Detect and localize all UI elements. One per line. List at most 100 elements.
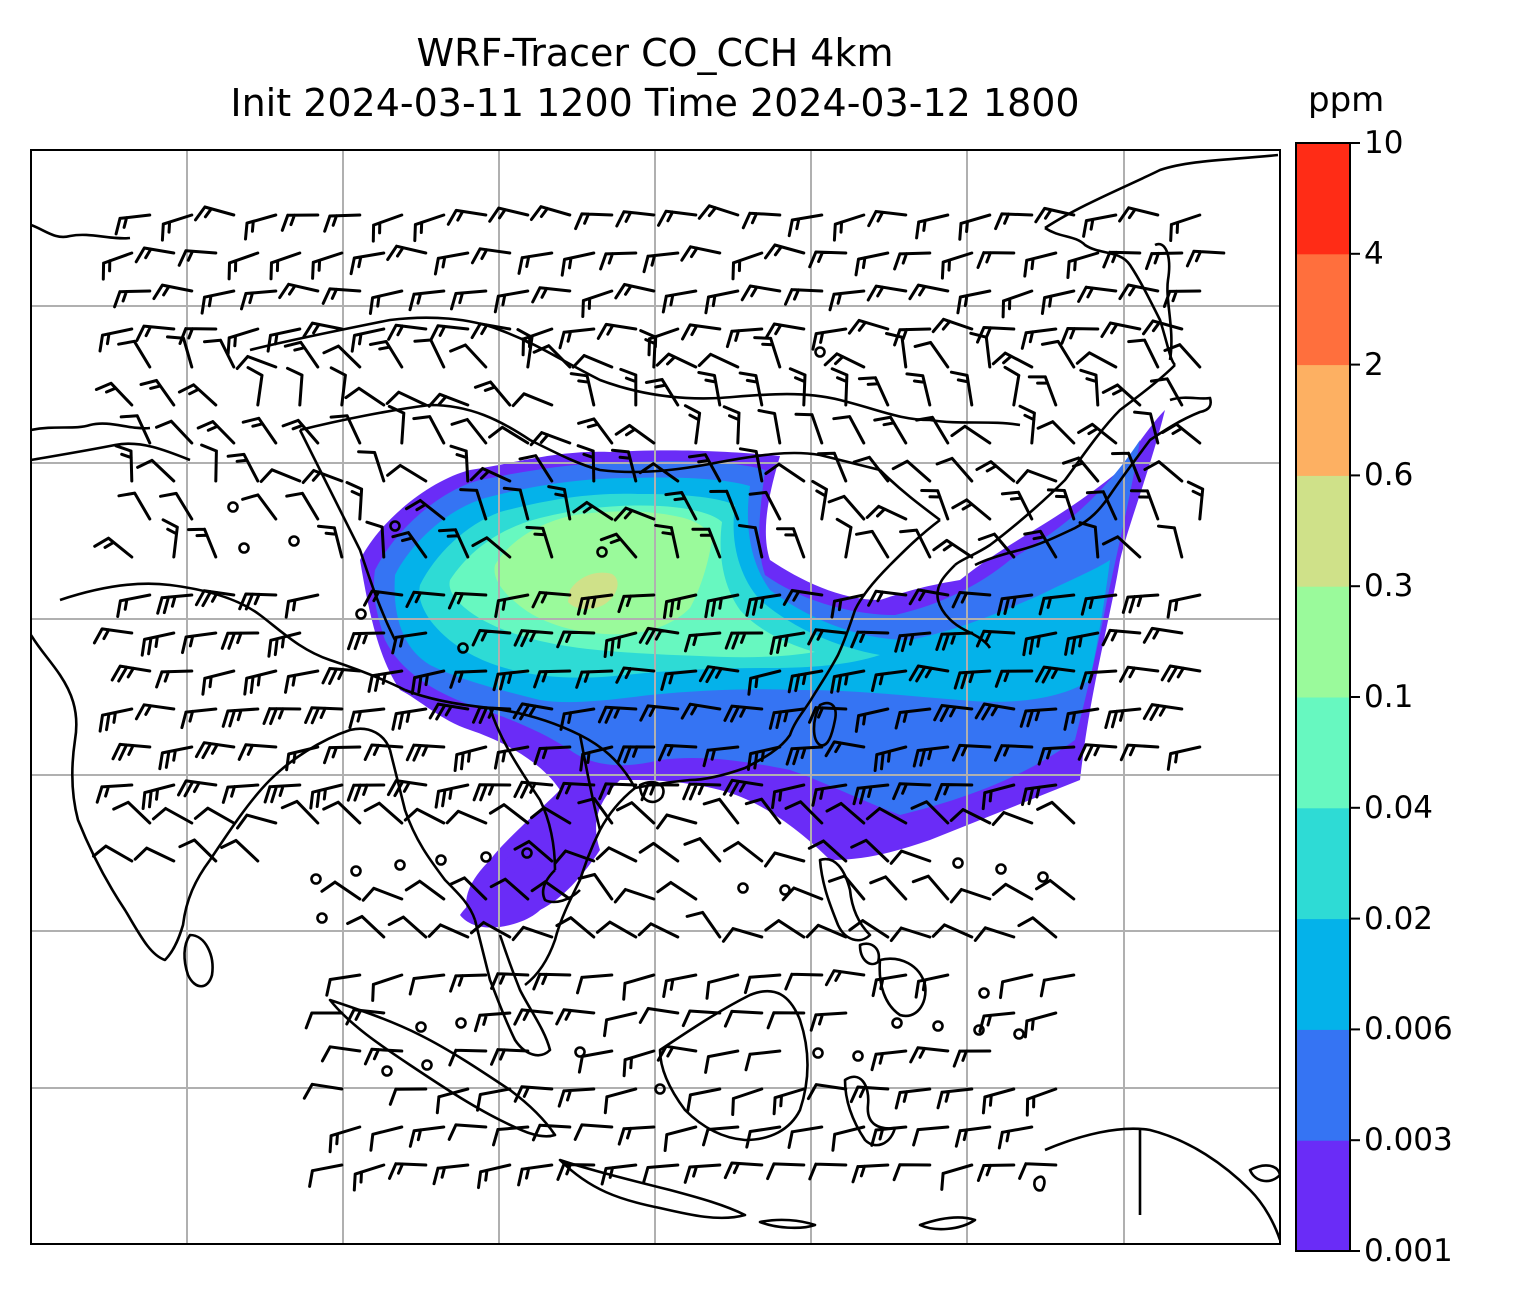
- wind-barb: [1019, 707, 1058, 728]
- wind-barb: [576, 973, 614, 995]
- wind-barb: [697, 371, 722, 407]
- wind-barb: [94, 381, 134, 407]
- wind-barb: [368, 289, 404, 315]
- wind-barb: [686, 1087, 722, 1113]
- wind-barb: [388, 1087, 428, 1106]
- wind-barb: [323, 745, 362, 765]
- wind-barb-calm: [574, 1046, 586, 1058]
- wind-barb: [855, 529, 890, 559]
- wind-barb: [953, 669, 992, 690]
- wind-barb: [1022, 631, 1058, 657]
- wind-barb: [203, 338, 236, 369]
- wind-barb-calm: [238, 542, 250, 554]
- wind-barb: [787, 669, 824, 694]
- wind-barb: [617, 1125, 656, 1146]
- map-title-line2: Init 2024-03-11 1200 Time 2024-03-12 180…: [230, 81, 1080, 125]
- wind-barb: [429, 324, 470, 342]
- wind-barb: [622, 1049, 656, 1078]
- wind-barb: [787, 213, 824, 238]
- wind-barb: [387, 915, 428, 939]
- wind-barb: [113, 289, 152, 309]
- wind-barb: [471, 536, 512, 559]
- wind-barb: [738, 447, 764, 483]
- colorbar-tick-label: 10: [1364, 125, 1404, 161]
- wind-barb-calm: [812, 1047, 824, 1059]
- wind-barb: [723, 841, 764, 863]
- wind-barb: [940, 1163, 974, 1191]
- wind-barb: [994, 212, 1034, 231]
- wind-barb: [98, 707, 134, 733]
- wind-barb: [912, 745, 950, 768]
- wind-barb: [511, 392, 554, 408]
- wind-barb: [824, 969, 866, 987]
- wind-barb: [908, 664, 950, 683]
- wind-barb: [571, 354, 614, 369]
- wind-barb: [722, 405, 741, 445]
- wind-barb: [438, 528, 470, 559]
- wind-barb: [949, 808, 992, 825]
- wind-barb: [246, 366, 264, 407]
- wind-barb: [1066, 251, 1100, 279]
- wind-barb: [807, 628, 848, 646]
- wind-barb: [556, 1163, 596, 1181]
- wind-barb: [243, 669, 278, 696]
- wind-barb: [385, 390, 428, 407]
- wind-barb: [825, 802, 866, 825]
- wind-barb: [516, 328, 534, 369]
- wind-barb: [788, 367, 807, 407]
- wind-barb: [284, 593, 320, 619]
- wind-barb: [1001, 289, 1034, 319]
- wind-barb: [705, 973, 740, 1000]
- wind-barb: [910, 800, 950, 825]
- wind-barb: [655, 352, 698, 369]
- wind-barb: [412, 415, 446, 445]
- wind-barb: [740, 284, 782, 302]
- wind-barb: [951, 591, 992, 609]
- wind-barb: [278, 282, 320, 300]
- wind-barb: [723, 1009, 764, 1028]
- wind-barb: [1079, 669, 1118, 690]
- wind-barb: [427, 923, 470, 939]
- wind-barb: [577, 873, 614, 901]
- wind-barb: [935, 631, 974, 651]
- wind-barb: [683, 404, 702, 445]
- wind-barbs: [92, 204, 1226, 1192]
- wind-barb: [180, 707, 218, 730]
- wind-barb: [133, 846, 176, 863]
- wind-barb: [493, 289, 530, 314]
- wind-barb: [259, 468, 302, 483]
- colorbar-tick-label: 2: [1364, 346, 1384, 383]
- wind-barb: [662, 973, 698, 998]
- wind-barb: [119, 414, 152, 445]
- wind-barb: [1021, 783, 1058, 807]
- wind-barb: [744, 1049, 782, 1072]
- wind-barb: [1111, 451, 1142, 483]
- wind-barb: [746, 745, 782, 771]
- wind-barb: [240, 289, 278, 311]
- wind-barb-calm: [310, 873, 322, 885]
- wind-barb: [470, 247, 512, 265]
- wind-barb: [808, 1162, 848, 1181]
- wind-barb: [747, 669, 782, 696]
- wind-barb: [784, 800, 824, 825]
- wind-barb: [284, 669, 320, 694]
- wind-barb: [449, 669, 488, 689]
- wind-barb: [865, 807, 908, 825]
- wind-barb: [1100, 321, 1142, 338]
- wind-barb: [363, 589, 404, 607]
- wind-barb: [940, 251, 974, 280]
- wind-barb: [114, 213, 152, 236]
- wind-barb: [831, 1125, 866, 1152]
- colorbar-segment: [1296, 143, 1350, 255]
- wind-barb: [997, 1125, 1034, 1150]
- wind-barb: [748, 490, 782, 521]
- wind-barb: [490, 972, 530, 990]
- coast-gulf-thailand: [541, 869, 581, 904]
- wind-barb: [221, 707, 260, 728]
- wind-barb: [114, 444, 134, 483]
- wind-barb: [899, 528, 932, 559]
- wind-barb-calm: [389, 520, 401, 532]
- wind-barb: [603, 631, 638, 658]
- wind-barb: [226, 452, 260, 483]
- wind-barb: [352, 1163, 386, 1192]
